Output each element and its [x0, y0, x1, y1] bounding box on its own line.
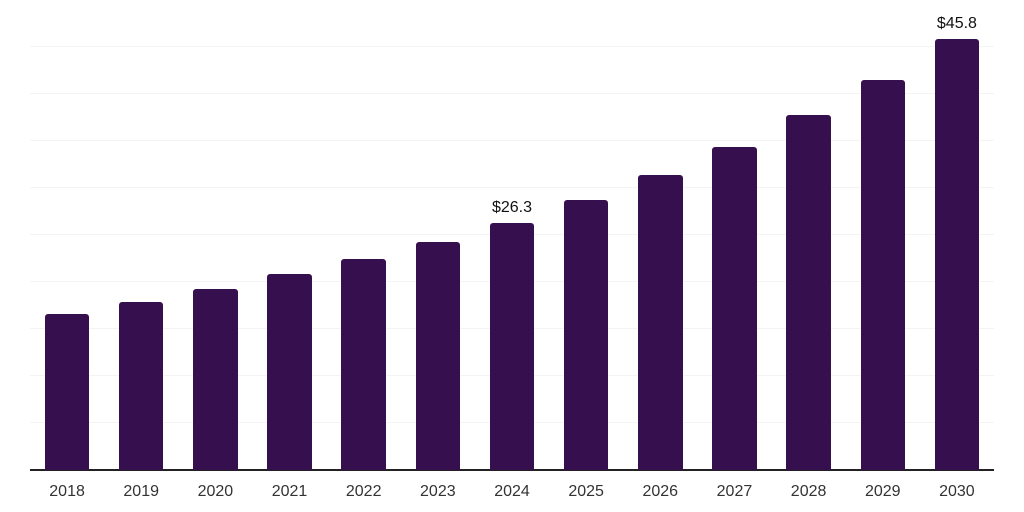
x-tick-label-2019: 2019	[123, 483, 159, 500]
bar-2020	[193, 288, 238, 470]
bar-2024	[489, 222, 535, 470]
bar-2023	[415, 241, 461, 470]
x-tick-label-2029: 2029	[864, 483, 901, 500]
plot-area: $26.3 $45.8	[30, 0, 994, 471]
bar-2027	[712, 146, 757, 470]
gridline-40	[30, 93, 994, 94]
bar-2021	[267, 274, 312, 470]
bar-2029	[860, 79, 905, 470]
x-tick-label-2018: 2018	[49, 483, 85, 500]
data-label-2030: $45.8	[936, 15, 977, 33]
x-axis-line	[30, 469, 994, 471]
bar-2022	[341, 259, 386, 470]
bar-2018	[44, 313, 90, 470]
x-tick-label-2021: 2021	[271, 483, 308, 500]
bar-2030	[934, 39, 980, 470]
bar-2019	[118, 301, 164, 470]
x-axis-labels: 2018 2019 2020 2021 2022 2023 2024 2025 2026 2027…	[30, 482, 994, 506]
data-label-2024: $26.3	[491, 198, 533, 216]
x-tick-label-2030: 2030	[939, 483, 975, 500]
x-tick-label-2028: 2028	[790, 483, 827, 500]
x-tick-label-2027: 2027	[716, 483, 753, 500]
x-tick-label-2025: 2025	[568, 483, 604, 500]
gridline-35	[30, 140, 994, 141]
bar-2028	[786, 114, 831, 470]
gridline-30	[30, 187, 994, 188]
bar-2026	[638, 174, 683, 470]
x-tick-label-2022: 2022	[345, 483, 382, 500]
x-tick-label-2024: 2024	[494, 483, 530, 500]
bar-2025	[563, 200, 609, 470]
x-tick-label-2023: 2023	[420, 483, 456, 500]
x-tick-label-2026: 2026	[642, 483, 679, 500]
x-tick-label-2020: 2020	[197, 483, 234, 500]
gridline-45	[30, 46, 994, 47]
